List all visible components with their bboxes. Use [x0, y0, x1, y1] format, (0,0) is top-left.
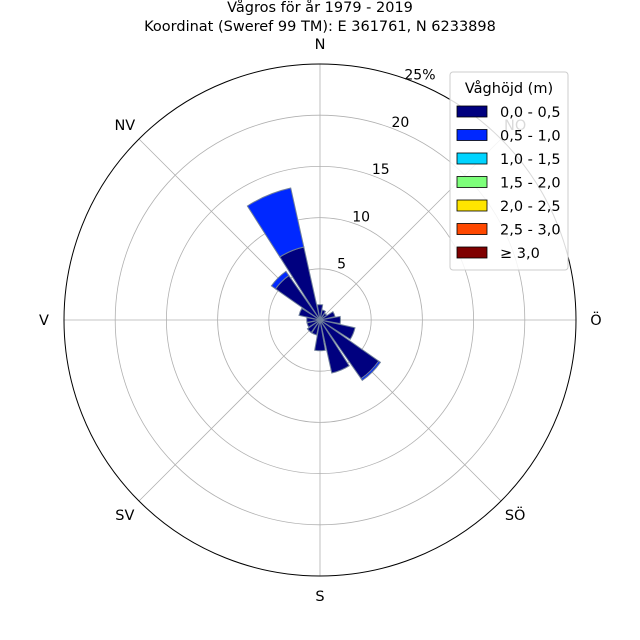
angular-gridline: [138, 319, 321, 502]
legend-label: ≥ 3,0: [500, 246, 540, 262]
chart-title: Vågros för år 1979 - 2019: [227, 0, 413, 16]
legend-title: Våghöjd (m): [465, 80, 553, 97]
rose-bar: [319, 311, 336, 321]
legend-swatch: [456, 246, 488, 259]
rose-bar: [306, 319, 321, 328]
rose-bar: [298, 307, 321, 321]
legend-label: 2,5 - 3,0: [500, 223, 561, 239]
radial-tick-label: 5: [337, 257, 346, 273]
rose-bar: [246, 187, 305, 258]
rose-bar: [306, 319, 321, 334]
direction-label: SV: [115, 508, 134, 524]
direction-label: V: [39, 313, 49, 329]
legend-label: 1,5 - 2,0: [500, 176, 561, 192]
direction-label: SÖ: [505, 506, 526, 524]
rose-bar: [306, 317, 321, 323]
legend-swatch: [456, 129, 488, 141]
direction-label: N: [315, 37, 326, 53]
legend-box: [449, 71, 569, 271]
rose-bar: [319, 319, 356, 340]
radial-tick-label: 10: [352, 209, 370, 225]
rose-bar: [314, 319, 326, 352]
chart-subtitle: Koordinat (Sweref 99 TM): E 361761, N 62…: [144, 19, 496, 35]
legend-label: 2,0 - 2,5: [500, 199, 561, 215]
direction-label: Ö: [590, 311, 601, 329]
rose-bar: [316, 304, 324, 321]
legend-swatch: [456, 105, 488, 118]
legend-swatch: [456, 176, 488, 188]
legend-label: 1,0 - 1,5: [500, 152, 561, 168]
radial-tick-label: 25%: [404, 67, 435, 83]
legend-label: 0,5 - 1,0: [500, 129, 561, 145]
rose-bar: [270, 270, 290, 290]
direction-label: S: [315, 589, 324, 605]
radial-tick-label: 15: [372, 162, 390, 178]
rose-bar: [319, 319, 350, 374]
rose-bar: [360, 360, 382, 382]
radial-tick-label: 20: [391, 115, 409, 131]
rose-bar: [319, 315, 341, 325]
polar-frame: [63, 63, 577, 577]
legend-swatch: [456, 223, 488, 235]
legend-label: 0,0 - 0,5: [500, 105, 561, 121]
legend-swatch: [456, 152, 488, 165]
legend-swatch: [456, 199, 488, 212]
direction-label: NV: [114, 118, 135, 134]
